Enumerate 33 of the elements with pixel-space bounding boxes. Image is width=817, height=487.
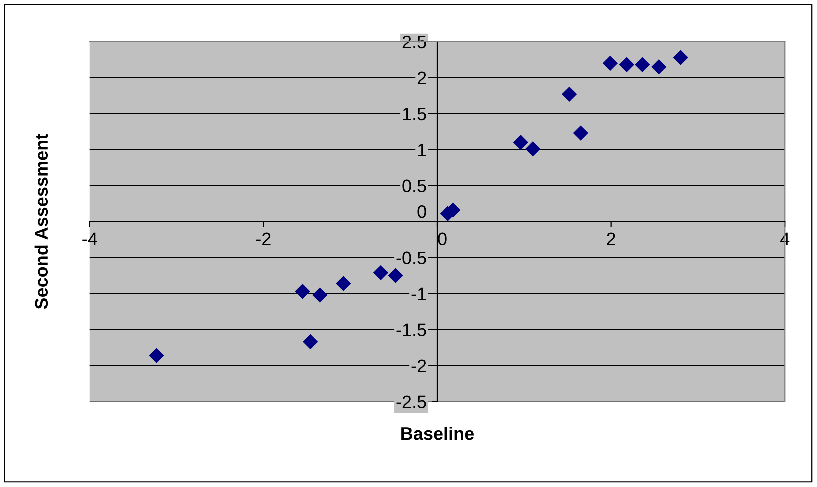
y-tick-label: -1 [412, 288, 426, 300]
point [573, 126, 589, 141]
point [562, 86, 578, 102]
x-tick-label: 4 [780, 232, 790, 246]
point [295, 284, 310, 300]
y-tick-label: 2 [418, 72, 426, 84]
y-tick-label: -2 [412, 360, 426, 372]
x-tick-label: 0 [438, 232, 447, 246]
point [652, 59, 667, 75]
point [303, 334, 318, 350]
point [373, 265, 389, 281]
point [336, 276, 352, 292]
y-tick-label: 1 [418, 144, 426, 156]
point [619, 57, 635, 73]
point [388, 268, 404, 284]
point [525, 142, 541, 157]
y-tick-label: 1.5 [403, 108, 426, 121]
y-tick-label: -1.5 [396, 324, 426, 337]
x-tick-label: 2 [607, 232, 616, 246]
point [602, 56, 618, 72]
point [673, 50, 688, 66]
y-tick-label: 0 [418, 205, 426, 218]
point [312, 288, 328, 303]
y-tick-label: -2.5 [396, 396, 426, 408]
x-tick-label: -2 [256, 232, 271, 246]
y-tick-label: -0.5 [396, 252, 426, 265]
y-tick-label: 0.5 [402, 180, 426, 193]
x-tick-label: -4 [82, 232, 98, 246]
point [149, 348, 164, 364]
y-axis-title: Second Assessment [34, 134, 48, 310]
x-axis-title: Baseline [402, 426, 474, 440]
point [635, 57, 650, 73]
point [513, 135, 529, 150]
